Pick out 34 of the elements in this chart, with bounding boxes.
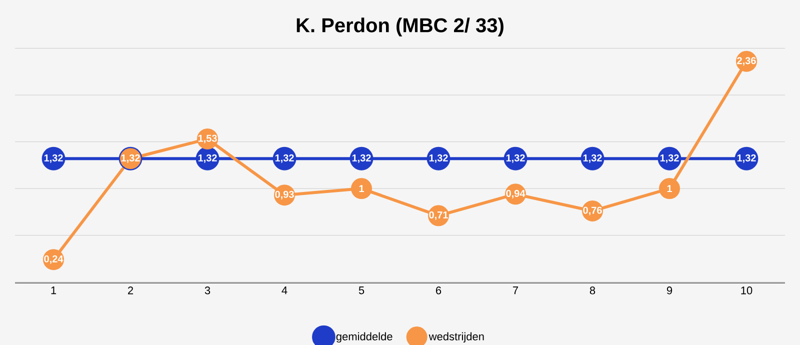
chart-title: K. Perdon (MBC 2/ 33) bbox=[296, 18, 504, 36]
legend-label: wedstrijden bbox=[428, 332, 484, 343]
data-label: 1,32 bbox=[660, 154, 679, 163]
data-label: 1 bbox=[359, 185, 364, 192]
data-label: 1,32 bbox=[583, 154, 602, 163]
data-label: 2,36 bbox=[737, 57, 756, 66]
data-label: 1,32 bbox=[506, 154, 525, 163]
x-tick-label: 7 bbox=[513, 286, 518, 294]
data-label: 1,32 bbox=[737, 154, 756, 163]
x-tick-label: 4 bbox=[282, 286, 288, 294]
legend-label: gemiddelde bbox=[336, 332, 392, 343]
data-label: 1 bbox=[667, 185, 672, 192]
point bbox=[351, 178, 372, 200]
x-tick-label: 5 bbox=[358, 286, 364, 294]
data-label: 1,32 bbox=[198, 154, 217, 163]
data-label: 1,32 bbox=[429, 154, 448, 163]
x-tick-label: 10 bbox=[741, 286, 752, 294]
x-tick-label: 9 bbox=[666, 286, 672, 294]
data-label: 0,71 bbox=[429, 211, 448, 220]
x-tick-label: 2 bbox=[128, 286, 134, 294]
data-label: 1,32 bbox=[44, 154, 63, 163]
x-tick-label: 3 bbox=[204, 286, 210, 294]
x-tick-label: 6 bbox=[436, 286, 442, 294]
data-label: 1,53 bbox=[198, 134, 217, 144]
data-label: 0,93 bbox=[275, 190, 294, 200]
data-label: 1,32 bbox=[352, 154, 371, 163]
x-tick-label: 8 bbox=[590, 286, 596, 294]
x-tick-label: 1 bbox=[51, 286, 56, 294]
data-label: 1,32 bbox=[121, 154, 140, 163]
point bbox=[659, 178, 680, 200]
data-label: 0,24 bbox=[44, 255, 64, 264]
data-label: 0,94 bbox=[506, 190, 526, 198]
data-label: 0,76 bbox=[583, 206, 602, 216]
data-label: 1,32 bbox=[275, 154, 294, 163]
